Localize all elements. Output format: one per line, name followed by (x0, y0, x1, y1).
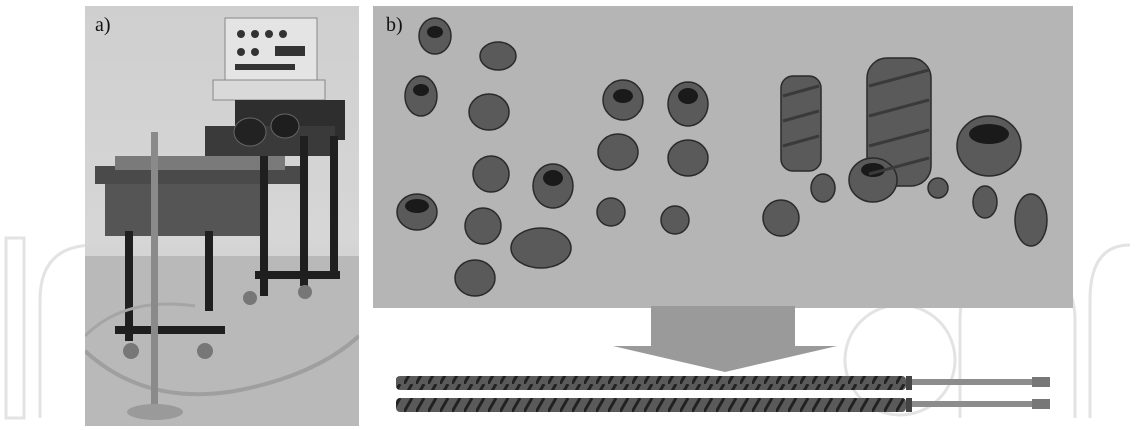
down-arrow (613, 306, 837, 372)
screw-elements-photo (373, 6, 1073, 308)
panel-a-label: a) (95, 14, 111, 36)
panel-b-label: b) (386, 14, 403, 36)
extruder-photo (85, 6, 359, 426)
twin-screw-shafts (396, 376, 1050, 412)
